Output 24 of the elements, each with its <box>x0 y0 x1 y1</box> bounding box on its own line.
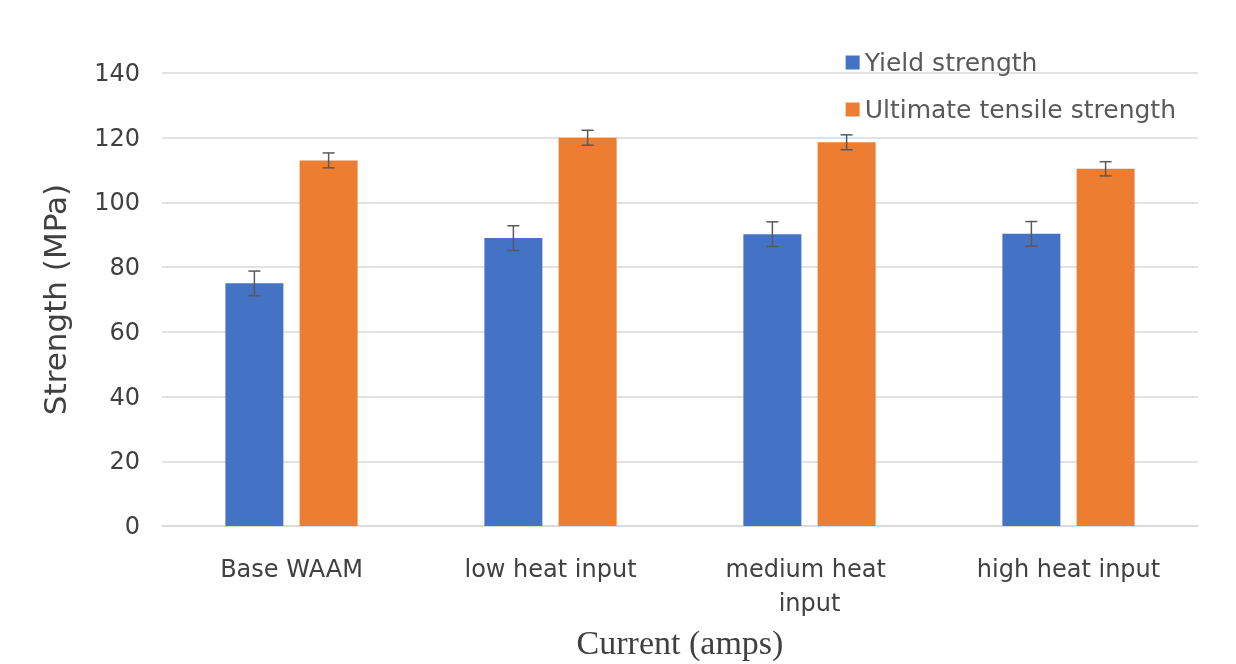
y-axis-title: Strength (MPa) <box>36 183 73 416</box>
x-tick-label: high heat input <box>976 555 1161 584</box>
bar <box>225 283 284 527</box>
y-tick-label: 120 <box>94 123 140 152</box>
x-tick-label: medium heat input <box>725 555 894 618</box>
y-tick-label: 100 <box>94 188 140 217</box>
y-tick-label: 60 <box>109 317 140 346</box>
bar <box>743 234 802 527</box>
bar <box>299 160 358 527</box>
bar <box>1002 233 1061 527</box>
x-tick-label: low heat input <box>464 555 637 584</box>
x-axis-title: Current (amps) <box>576 623 784 662</box>
bar <box>817 142 876 527</box>
bar <box>484 238 543 527</box>
bar <box>1076 168 1135 527</box>
y-tick-label: 80 <box>109 253 140 282</box>
bar <box>558 137 617 527</box>
y-tick-label: 0 <box>124 512 140 541</box>
y-tick-label: 20 <box>109 447 140 476</box>
x-tick-label: Base WAAM <box>220 555 363 584</box>
legend-label: Ultimate tensile strength <box>864 95 1177 124</box>
legend-label: Yield strength <box>863 48 1038 77</box>
y-tick-label: 140 <box>94 59 140 87</box>
y-tick-label: 40 <box>109 382 140 411</box>
